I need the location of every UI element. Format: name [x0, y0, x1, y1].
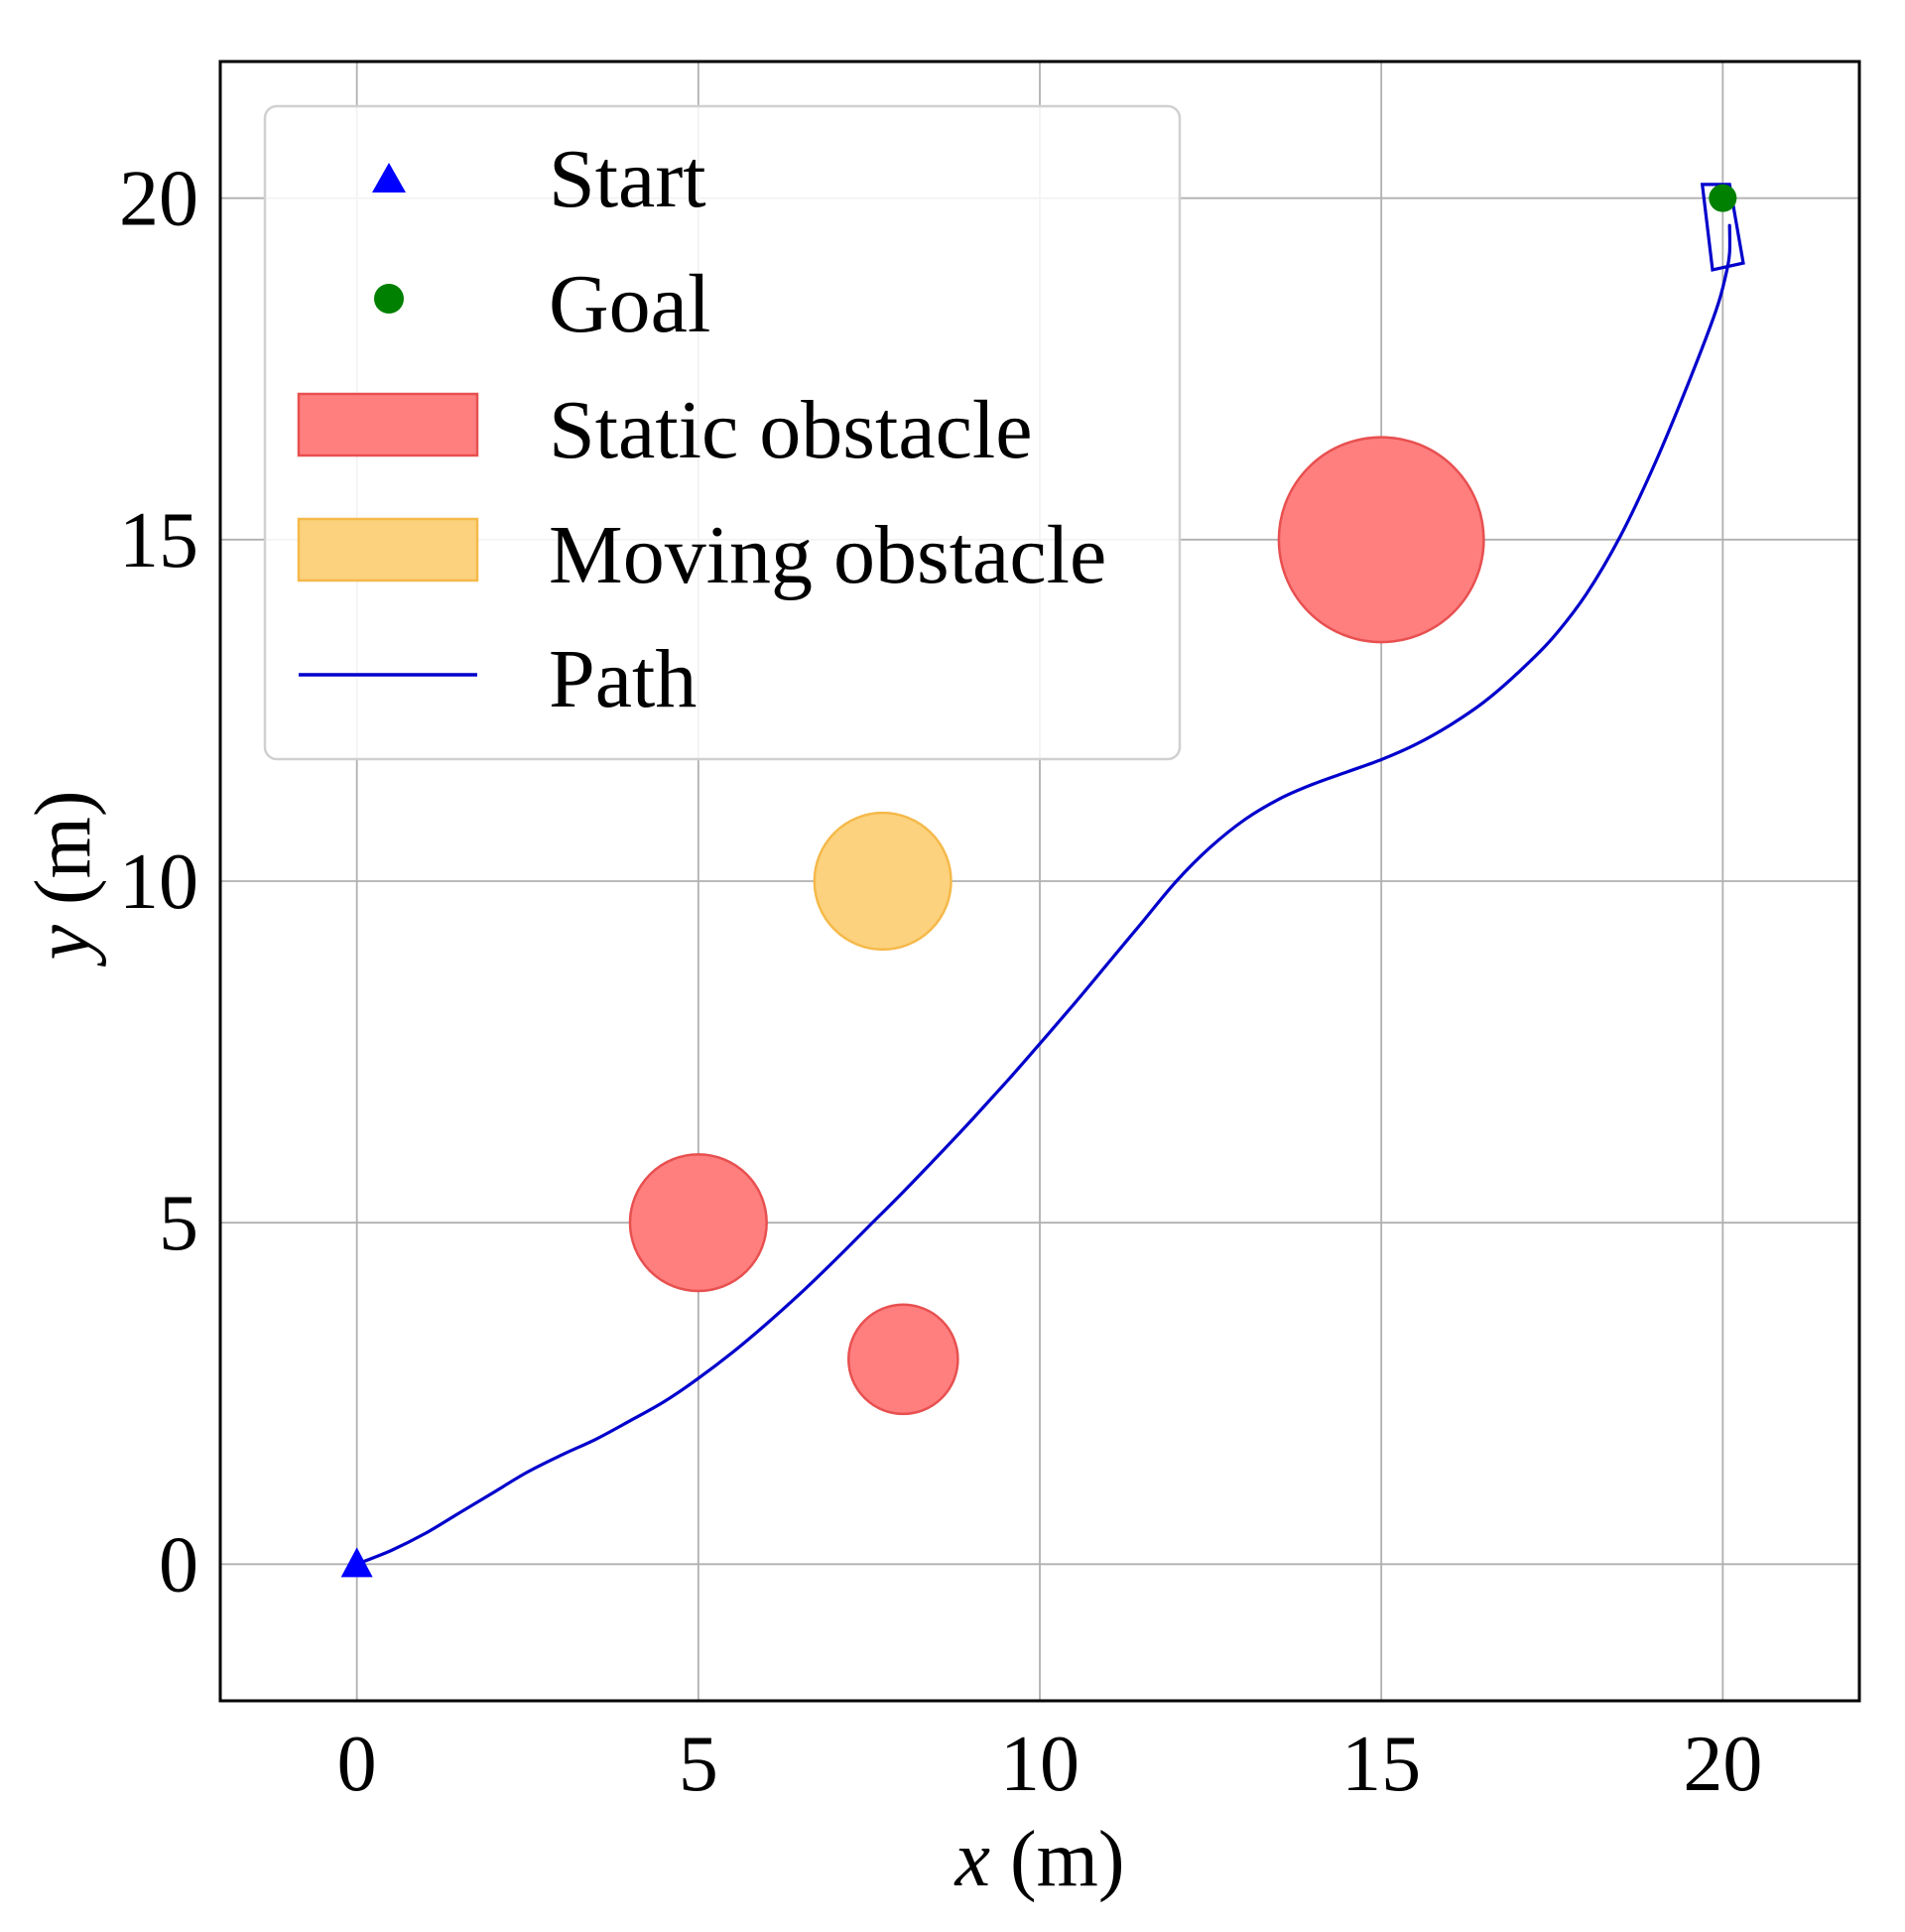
legend-triangle-icon: [372, 163, 406, 193]
tick-labels: 0 5 10 15 20 0 5 10 15 20: [119, 156, 1762, 1808]
legend: Start Goal Static obstacle Moving obstac…: [263, 104, 1182, 761]
legend-box: [263, 104, 1182, 761]
x-tick-label: 20: [1683, 1721, 1762, 1808]
static-obstacle: [1277, 436, 1485, 644]
legend-patch-icon: [297, 392, 479, 457]
y-tick-label: 20: [119, 156, 198, 243]
x-axis-var: x: [953, 1816, 990, 1903]
moving-obstacle: [813, 811, 952, 952]
static-obstacle: [628, 1153, 768, 1293]
y-tick-label: 0: [159, 1521, 198, 1609]
legend-item-moving-obstacle: Moving obstacle: [297, 509, 1106, 601]
y-tick-label: 15: [119, 497, 198, 584]
y-tick-label: 10: [119, 838, 198, 926]
legend-label-goal: Goal: [549, 258, 710, 350]
y-axis-label: y (m): [20, 790, 107, 966]
x-tick-label: 5: [679, 1721, 718, 1808]
path-line: [355, 223, 1732, 1566]
legend-item-goal: Goal: [374, 258, 710, 350]
legend-item-start: Start: [372, 133, 706, 225]
static-obstacle: [847, 1303, 959, 1416]
y-tick-label: 5: [159, 1180, 198, 1267]
legend-label-path: Path: [549, 633, 697, 725]
legend-item-static-obstacle: Static obstacle: [297, 384, 1033, 476]
legend-item-path: Path: [299, 633, 697, 725]
markers: [340, 184, 1737, 1578]
legend-label-static-obstacle: Static obstacle: [549, 384, 1033, 476]
y-axis-var: y: [20, 925, 107, 967]
x-tick-label: 10: [1000, 1721, 1080, 1808]
legend-patch-icon: [297, 517, 479, 582]
legend-label-moving-obstacle: Moving obstacle: [549, 509, 1106, 601]
start-marker: [340, 1547, 373, 1578]
obstacles: [628, 436, 1485, 1416]
x-axis-unit: (m): [990, 1816, 1125, 1903]
y-axis-unit: (m): [20, 790, 107, 925]
x-tick-label: 15: [1341, 1721, 1421, 1808]
x-tick-label: 0: [337, 1721, 377, 1808]
legend-label-start: Start: [549, 133, 706, 225]
goal-marker: [1709, 184, 1737, 212]
x-axis-label: x (m): [953, 1816, 1124, 1903]
legend-circle-icon: [374, 284, 404, 314]
plot-frame: [218, 60, 1861, 1703]
